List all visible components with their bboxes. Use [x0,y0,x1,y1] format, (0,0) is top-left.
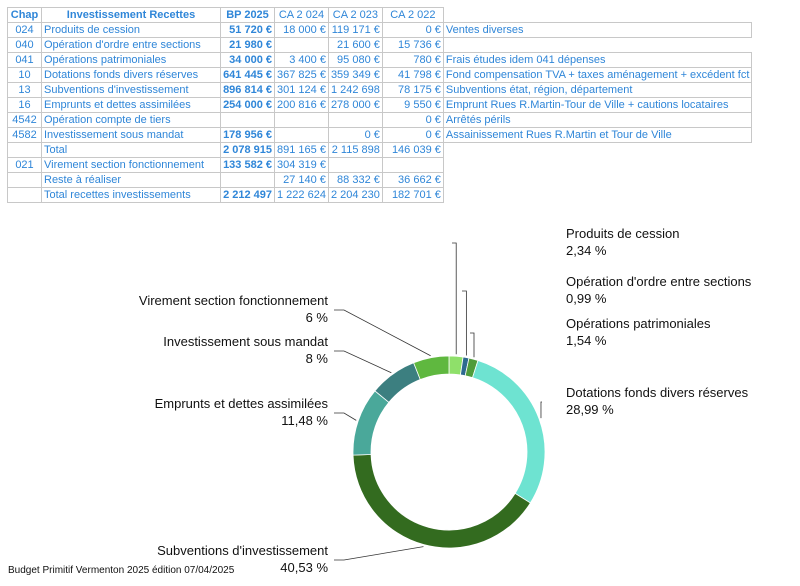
table-header-row: Chap Investissement Recettes BP 2025 CA … [7,7,752,23]
table-row: 040 Opération d'ordre entre sections 21 98… [7,37,752,53]
leader-line [470,332,475,358]
cell-ca2024: 27 140 € [274,172,329,188]
slice-value-label: 1,54 % [566,333,607,348]
cell-ca2023: 119 171 € [327,22,383,38]
cell-bp2025: 2 212 497 [220,187,275,203]
slice-label: Dotations fonds divers réserves [566,385,749,400]
cell-label: Subventions d'investissement [41,82,221,98]
slice-label: Subventions d'investissement [157,543,328,558]
table-row: 13 Subventions d'investissement 896 814 €3… [7,82,753,98]
cell-note: Fond compensation TVA + taxes aménagemen… [442,67,753,83]
donut-slice [352,390,390,456]
cell-ca2024: 304 319 € [274,157,329,173]
table-row: Total recettes investissements 2 212 497 1… [7,187,752,203]
slice-value-label: 28,99 % [566,402,614,417]
col-header-ca2023: CA 2 023 [327,7,383,23]
cell-ca2024: 1 222 624 [274,187,329,203]
slice-value-label: 2,34 % [566,243,607,258]
slice-label: Opération d'ordre entre sections [566,274,752,289]
donut-slice [352,454,531,549]
leader-line [334,412,357,421]
footer-text: Budget Primitif Vermenton 2025 édition 0… [8,565,235,576]
cell-bp2025: 34 000 € [220,52,275,68]
slice-label: Opérations patrimoniales [566,316,711,331]
slice-value-label: 8 % [306,351,329,366]
leader-line [540,401,542,419]
cell-ca2022: 78 175 € [381,82,444,98]
cell-ca2023: 359 349 € [327,67,383,83]
leader-line [452,242,457,355]
budget-table: Chap Investissement Recettes BP 2025 CA … [7,7,753,203]
donut-slice [413,355,450,381]
leader-line [334,546,424,561]
cell-chap: 4582 [7,127,42,143]
donut-slice [472,359,546,504]
slice-value-label: 0,99 % [566,291,607,306]
cell-note: Emprunt Rues R.Martin-Tour de Ville + ca… [442,97,753,113]
table-row: 10 Dotations fonds divers réserves 641 445… [7,67,753,83]
cell-ca2024: 891 165 € [274,142,329,158]
slice-value-label: 11,48 % [281,413,328,428]
cell-ca2022: 9 550 € [381,97,444,113]
cell-ca2023: 21 600 € [327,37,383,53]
slice-label: Investissement sous mandat [163,334,328,349]
leader-line [334,350,392,374]
cell-ca2022: 15 736 € [381,37,444,53]
cell-note: Ventes diverses [442,22,753,38]
table-row: 024 Produits de cession 51 720 €18 000 €11… [7,22,753,38]
cell-label: Emprunts et dettes assimilées [41,97,221,113]
cell-ca2023: 0 € [327,127,383,143]
cell-chap: 16 [7,97,42,113]
cell-label: Total recettes investissements [41,187,221,203]
slice-value-label: 40,53 % [280,560,328,575]
table-row: 4542 Opération compte de tiers 0 € Arrêtés … [7,112,753,128]
slice-label: Emprunts et dettes assimilées [155,396,329,411]
cell-ca2022: 36 662 € [381,172,444,188]
table-row: Total 2 078 915 891 165 €2 115 898 146 039 … [7,142,752,158]
slice-label: Produits de cession [566,226,679,241]
cell-bp2025: 178 956 € [220,127,275,143]
cell-label: Produits de cession [41,22,221,38]
col-header-ca2022: CA 2 022 [381,7,444,23]
cell-label: Opération d'ordre entre sections [41,37,221,53]
cell-bp2025: 896 814 € [220,82,275,98]
cell-label: Dotations fonds divers réserves [41,67,221,83]
cell-label: Opération compte de tiers [41,112,221,128]
cell-note: Assainissement Rues R.Martin et Tour de … [442,127,753,143]
cell-ca2023: 2 204 230 [327,187,383,203]
cell-bp2025: 641 445 € [220,67,275,83]
cell-ca2022: 182 701 € [381,187,444,203]
slice-value-label: 6 % [306,310,329,325]
slice-label: Virement section fonctionnement [139,293,328,308]
cell-ca2024: 367 825 € [274,67,329,83]
cell-bp2025: 51 720 € [220,22,275,38]
cell-bp2025: 133 582 € [220,157,275,173]
leader-line [334,309,431,357]
cell-chap: 13 [7,82,42,98]
leader-line [462,290,467,356]
cell-bp2025: 2 078 915 [220,142,275,158]
